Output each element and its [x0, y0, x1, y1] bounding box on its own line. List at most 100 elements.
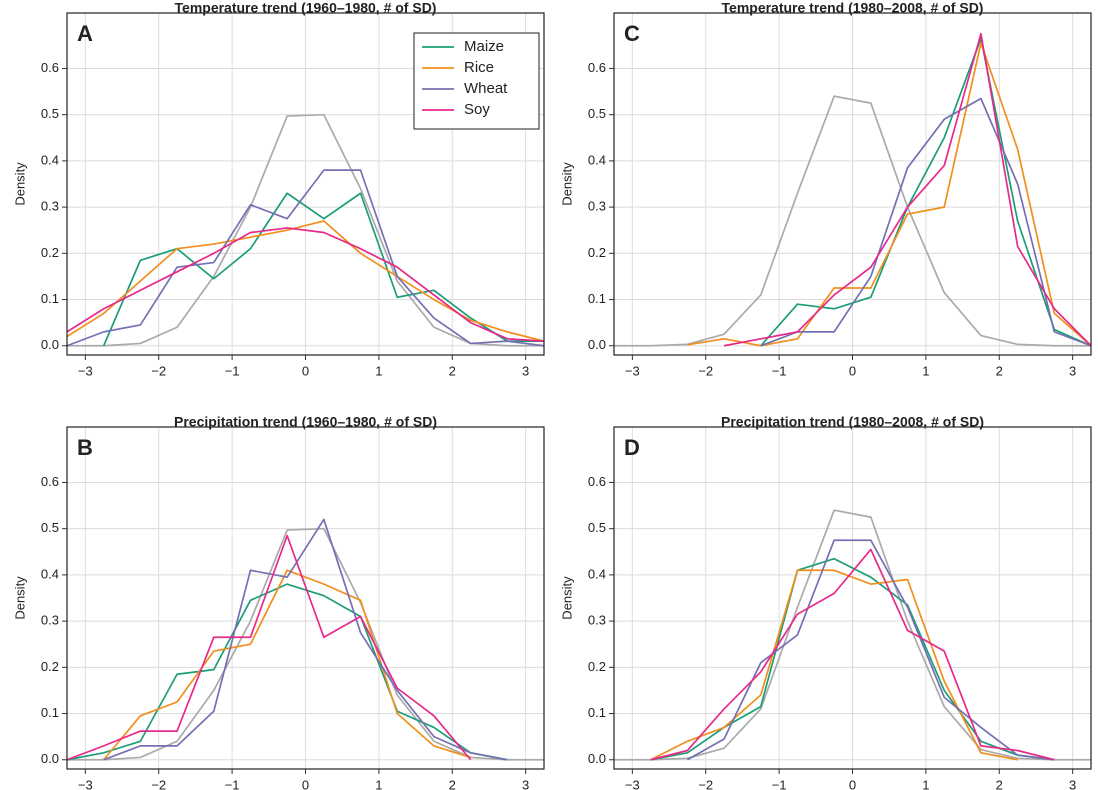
- legend-label: Wheat: [464, 80, 508, 97]
- y-tick-label: 0.4: [588, 566, 606, 581]
- y-tick-label: 0.6: [41, 60, 59, 75]
- x-tick-label: 0: [849, 363, 856, 378]
- panel: Precipitation trend (1980–2008, # of SD)…: [559, 414, 1092, 790]
- series-line: [67, 227, 544, 342]
- x-tick-label: −2: [698, 363, 713, 378]
- series-line: [614, 95, 1091, 347]
- y-tick-label: 0.2: [588, 245, 606, 260]
- y-tick-label: 0.5: [41, 106, 59, 121]
- y-tick-label: 0.1: [588, 705, 606, 720]
- y-tick-label: 0.3: [588, 199, 606, 214]
- y-tick-label: 0.3: [41, 199, 59, 214]
- series-line: [650, 557, 1055, 761]
- y-tick-label: 0.1: [588, 291, 606, 306]
- y-axis-label: Density: [559, 162, 574, 206]
- x-tick-label: 0: [302, 777, 309, 790]
- series-line: [103, 569, 471, 761]
- panel-letter: D: [624, 435, 640, 460]
- plot-frame: [613, 426, 1092, 770]
- series-line: [67, 583, 508, 761]
- plot-area: [614, 32, 1091, 347]
- plot-area: [67, 113, 544, 347]
- x-tick-label: 3: [1069, 363, 1076, 378]
- series-line: [686, 539, 1055, 761]
- legend-box: [413, 32, 540, 130]
- panel: Precipitation trend (1960–1980, # of SD)…: [12, 414, 545, 790]
- x-tick-label: −1: [772, 363, 787, 378]
- plot-area: [614, 509, 1091, 761]
- y-tick-label: 0.1: [41, 705, 59, 720]
- x-tick-label: −3: [78, 777, 93, 790]
- y-tick-label: 0.0: [588, 337, 606, 352]
- plot-area: [67, 518, 544, 761]
- y-tick-label: 0.3: [41, 613, 59, 628]
- y-tick-label: 0.4: [41, 566, 59, 581]
- y-tick-label: 0.5: [588, 520, 606, 535]
- panel-title: Temperature trend (1980–2008, # of SD): [722, 0, 984, 16]
- series-line: [723, 32, 1091, 347]
- y-tick-label: 0.2: [41, 659, 59, 674]
- x-tick-label: −1: [225, 777, 240, 790]
- x-tick-label: 1: [922, 363, 929, 378]
- y-tick-label: 0.5: [588, 106, 606, 121]
- x-tick-label: −3: [78, 363, 93, 378]
- series-line: [67, 113, 544, 347]
- legend-label: Rice: [464, 59, 494, 76]
- x-tick-label: 1: [375, 363, 382, 378]
- x-tick-label: 0: [302, 363, 309, 378]
- plot-frame: [613, 12, 1092, 356]
- y-axis-label: Density: [12, 576, 27, 620]
- panel-title: Precipitation trend (1960–1980, # of SD): [174, 414, 437, 430]
- x-tick-label: 0: [849, 777, 856, 790]
- series-line: [67, 220, 544, 342]
- y-axis-label: Density: [12, 162, 27, 206]
- series-line: [760, 97, 1091, 347]
- x-tick-label: 1: [922, 777, 929, 790]
- y-tick-label: 0.0: [41, 337, 59, 352]
- x-tick-label: −3: [625, 777, 640, 790]
- series-line: [67, 169, 544, 347]
- panel: Temperature trend (1980–2008, # of SD) De…: [559, 0, 1092, 378]
- panel-letter: C: [624, 21, 640, 46]
- y-tick-label: 0.2: [41, 245, 59, 260]
- y-tick-label: 0.0: [41, 751, 59, 766]
- x-tick-label: 3: [1069, 777, 1076, 790]
- y-tick-label: 0.4: [588, 152, 606, 167]
- series-line: [650, 569, 1018, 761]
- panel-letter: B: [77, 435, 93, 460]
- y-tick-label: 0.6: [41, 474, 59, 489]
- x-tick-label: −3: [625, 363, 640, 378]
- series-line: [760, 37, 1091, 347]
- y-tick-label: 0.6: [588, 60, 606, 75]
- panel-title: Temperature trend (1960–1980, # of SD): [175, 0, 437, 16]
- x-tick-label: 1: [375, 777, 382, 790]
- y-tick-label: 0.3: [588, 613, 606, 628]
- x-tick-label: 2: [996, 777, 1003, 790]
- panel-letter: A: [77, 21, 93, 46]
- x-tick-label: −1: [772, 777, 787, 790]
- legend: Maize Rice Wheat Soy: [413, 32, 540, 130]
- series-line: [687, 42, 1091, 347]
- panel: Temperature trend (1960–1980, # of SD) De…: [12, 0, 545, 378]
- y-tick-label: 0.4: [41, 152, 59, 167]
- y-tick-label: 0.2: [588, 659, 606, 674]
- x-tick-label: −2: [698, 777, 713, 790]
- x-tick-label: 3: [522, 363, 529, 378]
- y-axis-label: Density: [559, 576, 574, 620]
- legend-label: Soy: [464, 101, 490, 118]
- series-line: [67, 534, 472, 761]
- x-tick-label: 2: [449, 363, 456, 378]
- series-line: [650, 548, 1055, 761]
- x-tick-label: 2: [449, 777, 456, 790]
- y-tick-label: 0.0: [588, 751, 606, 766]
- plot-frame: [66, 426, 545, 770]
- series-line: [103, 518, 508, 761]
- legend-label: Maize: [464, 38, 504, 55]
- plot-frame: [66, 12, 545, 356]
- y-tick-label: 0.5: [41, 520, 59, 535]
- x-tick-label: 3: [522, 777, 529, 790]
- y-tick-label: 0.1: [41, 291, 59, 306]
- x-tick-label: −2: [151, 777, 166, 790]
- y-tick-label: 0.6: [588, 474, 606, 489]
